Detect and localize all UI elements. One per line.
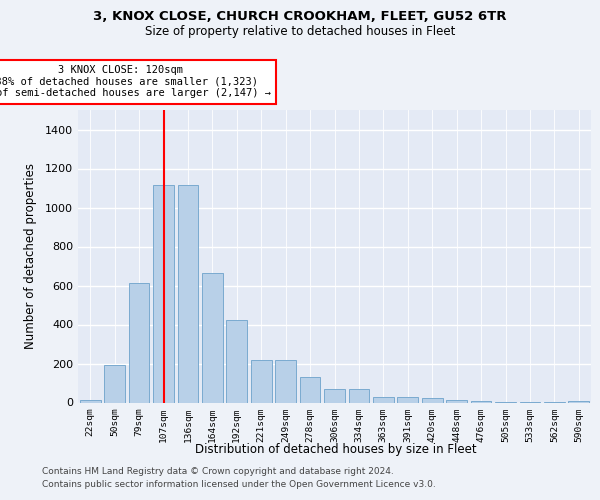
Bar (299, 377, 320, 402)
Bar (226, 320, 247, 402)
Text: Contains HM Land Registry data © Crown copyright and database right 2024.: Contains HM Land Registry data © Crown c… (42, 467, 394, 476)
Text: Distribution of detached houses by size in Fleet: Distribution of detached houses by size … (195, 442, 477, 456)
Bar (422, 398, 443, 402)
Text: Size of property relative to detached houses in Fleet: Size of property relative to detached ho… (145, 25, 455, 38)
Y-axis label: Number of detached properties: Number of detached properties (23, 163, 37, 349)
Bar (568, 400, 589, 402)
Bar (202, 273, 223, 402)
Bar (128, 282, 149, 403)
Bar (324, 389, 345, 402)
Bar (104, 366, 125, 403)
Bar (153, 185, 174, 402)
Text: 3, KNOX CLOSE, CHURCH CROOKHAM, FLEET, GU52 6TR: 3, KNOX CLOSE, CHURCH CROOKHAM, FLEET, G… (93, 10, 507, 23)
Bar (251, 360, 272, 403)
Bar (397, 396, 418, 402)
Bar (80, 400, 101, 402)
Bar (275, 360, 296, 403)
Bar (373, 396, 394, 402)
Bar (178, 185, 199, 402)
Bar (446, 400, 467, 402)
Bar (349, 389, 370, 402)
Text: Contains public sector information licensed under the Open Government Licence v3: Contains public sector information licen… (42, 480, 436, 489)
Bar (470, 401, 491, 402)
Text: 3 KNOX CLOSE: 120sqm
← 38% of detached houses are smaller (1,323)
61% of semi-de: 3 KNOX CLOSE: 120sqm ← 38% of detached h… (0, 65, 271, 98)
